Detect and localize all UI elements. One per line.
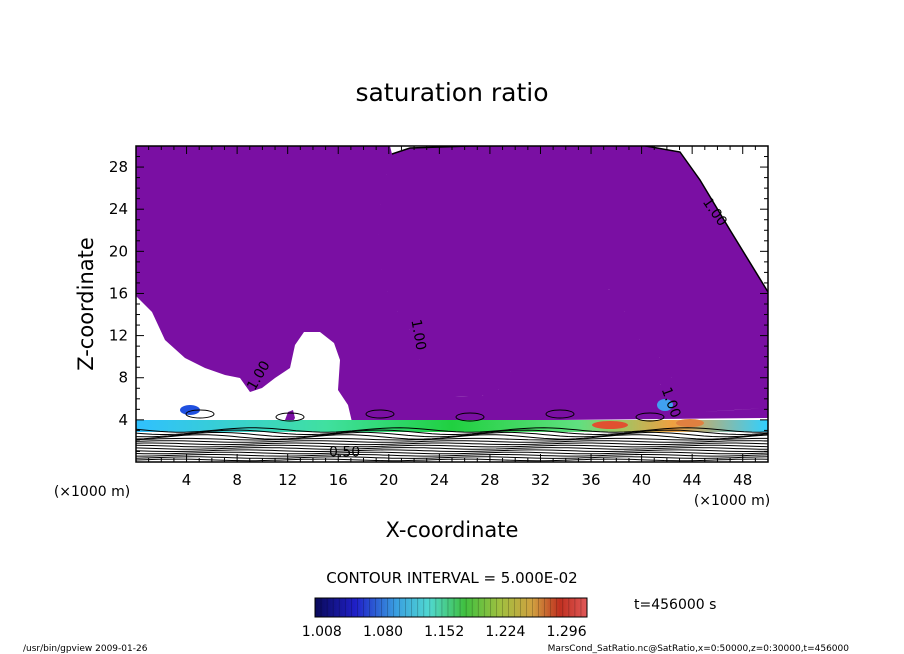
contour-1-00	[391, 146, 768, 293]
ground-contour-line	[136, 456, 768, 459]
contour-label: 0.50	[329, 445, 360, 461]
x-axis-label: X-coordinate	[386, 518, 519, 542]
y-axis-label: Z-coordinate	[74, 237, 98, 371]
contour-loop	[455, 412, 485, 422]
y-tick-label: 24	[109, 200, 128, 218]
colorbar-tick-label: 1.296	[547, 624, 587, 640]
ground-contour-line	[136, 454, 768, 457]
x-axis-ticks: 4 8 12 16 20 24 28 32 36 40 44 48	[148, 146, 756, 489]
y-tick-label: 8	[118, 369, 128, 387]
contour-loop	[365, 409, 395, 419]
x-tick-label: 48	[733, 471, 752, 489]
colorbar	[314, 597, 588, 618]
ground-contour-line	[136, 444, 768, 448]
color-band-blob	[180, 405, 200, 415]
time-label: t=456000 s	[634, 597, 716, 613]
x-tick-label: 28	[480, 471, 499, 489]
y-tick-label: 16	[109, 284, 128, 302]
colorbar-tick-label: 1.224	[485, 624, 525, 640]
colorbar-tick-label: 1.008	[302, 624, 342, 640]
contour-loop	[635, 412, 665, 422]
x-tick-label: 44	[683, 471, 702, 489]
ground-contour-line	[136, 451, 768, 455]
color-band-blob	[592, 421, 628, 429]
x-tick-label: 16	[329, 471, 348, 489]
colorbar-tick-label: 1.080	[363, 624, 403, 640]
x-tick-label: 32	[531, 471, 550, 489]
color-band-blob	[676, 419, 704, 427]
x-axis-unit: (×1000 m)	[694, 493, 770, 509]
ground-contour-line	[136, 449, 768, 452]
colorbar-tick-labels: 1.008 1.080 1.152 1.224 1.296	[302, 624, 587, 640]
y-tick-label: 20	[109, 242, 128, 260]
contour-loop	[185, 409, 215, 419]
colorbar-tick-label: 1.152	[424, 624, 464, 640]
y-tick-label: 28	[109, 158, 128, 176]
x-tick-label: 8	[232, 471, 242, 489]
ground-contour-line	[136, 427, 768, 433]
y-axis-unit: (×1000 m)	[54, 484, 130, 500]
ground-contour-line	[136, 442, 768, 446]
y-axis-ticks: 4 8 12 16 20 24 28	[109, 156, 768, 452]
ground-contour-line	[136, 429, 768, 436]
x-tick-label: 20	[379, 471, 398, 489]
contour-label: 1.00	[407, 318, 428, 351]
contour-loop	[275, 412, 305, 422]
contour-loop	[545, 409, 575, 419]
footer-right: MarsCond_SatRatio.nc@SatRatio,x=0:50000,…	[548, 644, 850, 654]
x-tick-label: 24	[430, 471, 449, 489]
x-tick-label: 4	[182, 471, 192, 489]
ground-contour-line	[136, 431, 768, 438]
ground-contour-line	[136, 440, 768, 443]
x-tick-label: 12	[278, 471, 297, 489]
chart-title: saturation ratio	[355, 78, 548, 107]
ground-contour-line	[136, 434, 768, 440]
contour-interval: CONTOUR INTERVAL = 5.000E-02	[326, 569, 577, 587]
ground-contour-line	[136, 437, 768, 441]
color-band-blob	[657, 399, 673, 411]
ground-contour-line	[136, 447, 768, 450]
saturated-region	[136, 146, 768, 422]
y-tick-label: 12	[109, 327, 128, 345]
colorbar-stripes	[320, 598, 582, 617]
y-tick-label: 4	[118, 411, 128, 429]
x-tick-label: 36	[581, 471, 600, 489]
footer-left: /usr/bin/gpview 2009-01-26	[23, 644, 148, 654]
x-tick-label: 40	[632, 471, 651, 489]
